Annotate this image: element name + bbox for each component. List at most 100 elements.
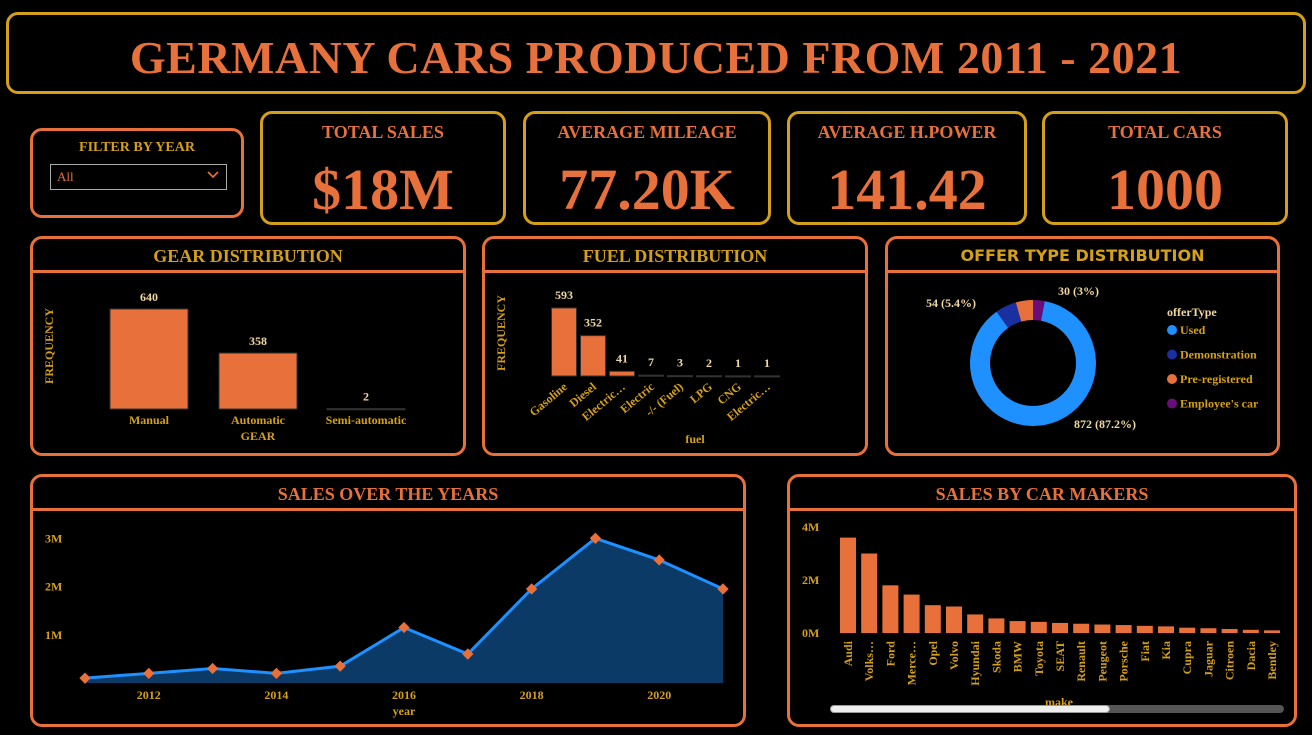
data-point <box>206 662 219 675</box>
tick-label: Fiat <box>1138 641 1152 662</box>
area-fill <box>85 538 723 683</box>
tick-label: Merce… <box>905 641 919 685</box>
tick-label: Jaguar <box>1201 640 1215 677</box>
donut-slice <box>996 302 1022 328</box>
kpi-value: 1000 <box>1107 157 1223 222</box>
chevron-down-icon[interactable] <box>206 167 220 186</box>
data-label: 352 <box>584 316 602 330</box>
kpi-label: AVERAGE MILEAGE <box>557 122 737 142</box>
tick-label: Dacia <box>1244 641 1258 670</box>
data-label: 2 <box>706 356 712 370</box>
tick-label: Bentley <box>1265 641 1279 680</box>
kpi-total-sales: TOTAL SALES $18M <box>260 111 506 225</box>
tick-label: Kia <box>1159 641 1173 660</box>
sales-by-makers-panel: SALES BY CAR MAKERS 0M 2M 4M Audi Volks… Ford… <box>787 474 1297 727</box>
kpi-label: TOTAL CARS <box>1108 122 1222 142</box>
x-tick-label: 2016 <box>392 688 416 702</box>
sales-over-years-panel: SALES OVER THE YEARS 1M 2M 3M 2012 2014 2016 2… <box>30 474 746 727</box>
bar <box>840 537 856 633</box>
scrollbar-thumb[interactable] <box>830 705 1110 713</box>
x-tick-label: 2012 <box>137 688 161 702</box>
kpi-total-cars: TOTAL CARS 1000 <box>1042 111 1288 225</box>
tick-label: Cupra <box>1180 641 1194 674</box>
bar <box>1094 624 1111 633</box>
data-label: 30 (3%) <box>1058 284 1099 298</box>
legend-marker <box>1167 398 1177 409</box>
tick-label: Opel <box>926 640 940 665</box>
tick-label: BMW <box>1011 641 1025 672</box>
bar <box>1200 628 1217 633</box>
bar <box>946 606 962 633</box>
bar <box>861 553 878 633</box>
bar <box>725 375 751 378</box>
tick-label: Peugeot <box>1095 641 1109 682</box>
tick-label: LPG <box>687 380 715 407</box>
legend-title: offerType <box>1167 305 1217 319</box>
data-label: 54 (5.4%) <box>926 296 976 310</box>
tick-label: Hyundai <box>968 640 982 685</box>
horizontal-scrollbar[interactable] <box>830 705 1284 713</box>
bar <box>1030 621 1047 633</box>
data-label: 593 <box>555 288 573 302</box>
chart-title: SALES BY CAR MAKERS <box>790 477 1294 511</box>
bar <box>580 335 606 377</box>
chart-title: SALES OVER THE YEARS <box>33 477 743 511</box>
offer-type-panel: OFFER TYPE DISTRIBUTION 30 (3%) 54 (5.4%)… <box>885 236 1280 456</box>
x-tick-label: 2020 <box>647 688 671 702</box>
tick-label: Citroen <box>1223 641 1237 680</box>
data-label: 3 <box>677 356 683 370</box>
tick-label: Automatic <box>231 413 286 427</box>
bar <box>924 605 941 633</box>
kpi-average-horsepower: AVERAGE H.POWER 141.42 <box>787 111 1027 225</box>
chart-title: OFFER TYPE DISTRIBUTION <box>888 239 1277 273</box>
legend-marker <box>1167 325 1177 335</box>
bar <box>1242 629 1259 633</box>
bar <box>1009 621 1026 633</box>
bar <box>1158 626 1174 633</box>
offer-type-chart: 30 (3%) 54 (5.4%) 872 (87.2%) offerType Used… <box>926 284 1259 431</box>
kpi-label: TOTAL SALES <box>322 122 444 142</box>
tick-label: Porsche <box>1117 640 1131 681</box>
year-filter-dropdown[interactable]: All <box>50 164 227 190</box>
legend-item: Pre-registered <box>1180 372 1253 386</box>
y-tick-label: 2M <box>802 573 819 587</box>
bar <box>967 614 984 633</box>
bar <box>1179 627 1196 633</box>
bar <box>609 370 635 377</box>
donut-slice <box>1015 300 1033 322</box>
data-label: 358 <box>249 334 267 348</box>
year-filter-value: All <box>57 169 74 184</box>
sales-makers-chart: 0M 2M 4M Audi Volks… Ford Merce… Opel Volvo Hyund… <box>802 520 1280 709</box>
bar <box>638 374 664 377</box>
data-label: 1 <box>735 356 741 370</box>
data-label: 872 (87.2%) <box>1074 417 1136 431</box>
filter-label: FILTER BY YEAR <box>79 140 195 155</box>
data-label: 41 <box>616 351 628 365</box>
bar <box>551 307 577 377</box>
kpi-value: 77.20K <box>559 157 735 222</box>
y-tick-label: 4M <box>802 520 819 534</box>
tick-label: Audi <box>841 640 855 666</box>
bar <box>1073 623 1090 633</box>
bar <box>667 375 693 378</box>
bar <box>1115 625 1132 633</box>
gear-chart: FREQUENCY 640 Manual 358 Automatic 2 Semi-auto… <box>42 290 407 443</box>
title-banner: GERMANY CARS PRODUCED FROM 2011 - 2021 <box>6 12 1306 94</box>
tick-label: Renault <box>1074 641 1088 682</box>
gear-distribution-panel: GEAR DISTRIBUTION FREQUENCY 640 Manual 358 A… <box>30 236 466 456</box>
bar <box>882 585 899 633</box>
tick-label: Toyota <box>1032 641 1046 676</box>
x-tick-label: 2014 <box>264 688 288 702</box>
legend-marker <box>1167 374 1177 384</box>
legend-item: Demonstration <box>1180 348 1257 362</box>
sales-years-chart: 1M 2M 3M 2012 2014 2016 2018 2020 year <box>45 531 729 718</box>
bar <box>696 375 722 378</box>
donut-slice <box>1033 300 1045 321</box>
x-axis-label: year <box>393 704 416 718</box>
y-tick-label: 3M <box>45 531 62 545</box>
page-title: GERMANY CARS PRODUCED FROM 2011 - 2021 <box>129 32 1183 83</box>
chart-title: FUEL DISTRIBUTION <box>485 239 865 273</box>
data-label: 640 <box>140 290 158 304</box>
data-point <box>270 667 283 680</box>
tick-label: Manual <box>129 413 170 427</box>
